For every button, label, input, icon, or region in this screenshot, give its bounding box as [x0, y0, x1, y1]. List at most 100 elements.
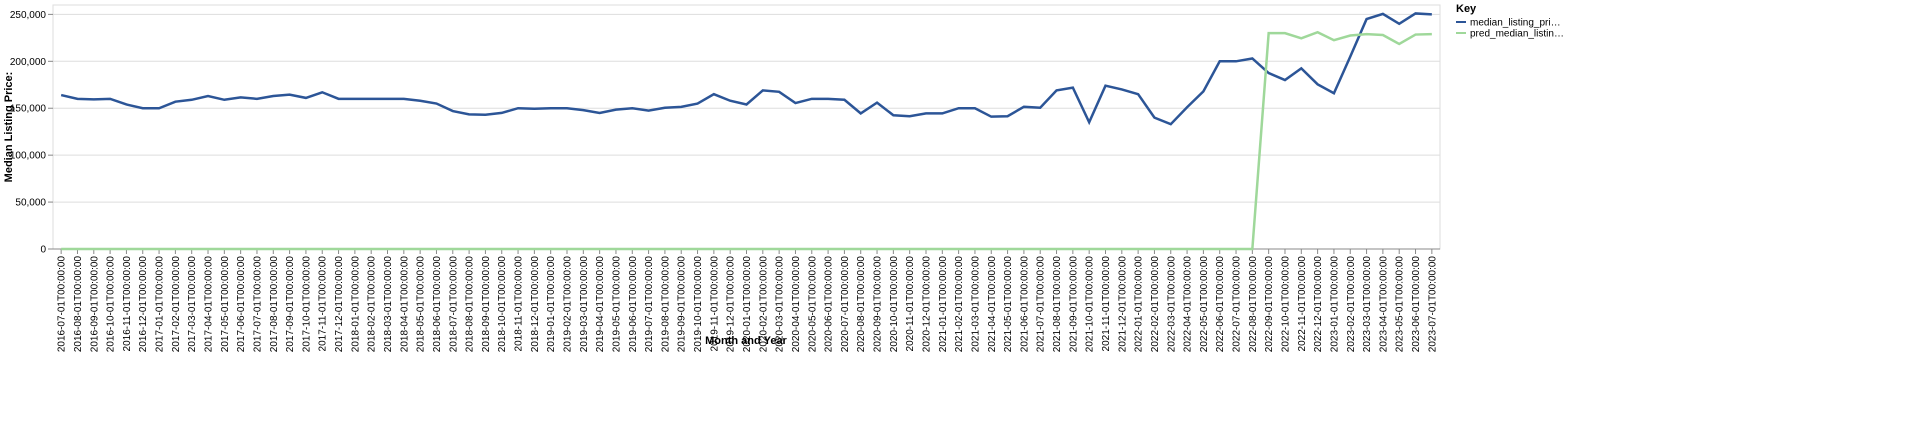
x-tick-label: 2018-01-01T00:00:00: [350, 256, 361, 353]
x-tick-label: 2018-02-01T00:00:00: [367, 256, 378, 353]
x-tick-label: 2023-06-01T00:00:00: [1411, 256, 1422, 353]
x-tick-label: 2018-03-01T00:00:00: [383, 256, 394, 353]
x-tick-label: 2019-12-01T00:00:00: [726, 256, 737, 353]
x-tick-label: 2022-04-01T00:00:00: [1183, 256, 1194, 353]
x-tick-label: 2018-10-01T00:00:00: [497, 256, 508, 353]
y-tick-label: 50,000: [15, 198, 46, 209]
x-tick-label: 2020-10-01T00:00:00: [889, 256, 900, 353]
x-tick-label: 2019-07-01T00:00:00: [644, 256, 655, 353]
x-tick-label: 2020-01-01T00:00:00: [742, 256, 753, 353]
x-tick-label: 2023-03-01T00:00:00: [1362, 256, 1373, 353]
x-axis-title: Month and Year: [705, 335, 787, 347]
plot-frame: [52, 4, 1441, 250]
x-tick-label: 2019-01-01T00:00:00: [546, 256, 557, 353]
x-tick-label: 2020-06-01T00:00:00: [824, 256, 835, 353]
x-tick-label: 2023-02-01T00:00:00: [1346, 256, 1357, 353]
x-tick-label: 2016-08-01T00:00:00: [73, 256, 84, 353]
x-tick-label: 2021-01-01T00:00:00: [938, 256, 949, 353]
x-tick-label: 2021-08-01T00:00:00: [1052, 256, 1063, 353]
x-tick-label: 2021-03-01T00:00:00: [970, 256, 981, 353]
x-tick-label: 2016-09-01T00:00:00: [89, 256, 100, 353]
x-tick-label: 2022-08-01T00:00:00: [1248, 256, 1259, 353]
x-tick-label: 2019-09-01T00:00:00: [677, 256, 688, 353]
x-tick-label: 2018-04-01T00:00:00: [399, 256, 410, 353]
x-tick-label: 2017-04-01T00:00:00: [204, 256, 215, 353]
x-tick-label: 2017-09-01T00:00:00: [285, 256, 296, 353]
x-tick-label: 2018-11-01T00:00:00: [514, 256, 525, 352]
x-tick-label: 2020-08-01T00:00:00: [856, 256, 867, 353]
y-tick-label: 250,000: [10, 10, 47, 21]
x-tick-label: 2022-10-01T00:00:00: [1280, 256, 1291, 353]
x-tick-label: 2022-02-01T00:00:00: [1150, 256, 1161, 353]
x-tick-label: 2019-06-01T00:00:00: [628, 256, 639, 353]
x-tick-label: 2016-12-01T00:00:00: [138, 256, 149, 353]
x-tick-label: 2023-05-01T00:00:00: [1395, 256, 1406, 353]
x-tick-label: 2019-05-01T00:00:00: [611, 256, 622, 353]
legend-label: median_listing_pri…: [1470, 18, 1561, 29]
x-tick-label: 2020-07-01T00:00:00: [840, 256, 851, 353]
x-tick-label: 2017-10-01T00:00:00: [301, 256, 312, 353]
x-tick-label: 2023-07-01T00:00:00: [1427, 256, 1438, 353]
x-tick-label: 2021-07-01T00:00:00: [1036, 256, 1047, 353]
x-tick-label: 2022-11-01T00:00:00: [1297, 256, 1308, 352]
x-tick-label: 2019-11-01T00:00:00: [709, 256, 720, 352]
x-tick-label: 2019-08-01T00:00:00: [660, 256, 671, 353]
x-tick-label: 2018-06-01T00:00:00: [432, 256, 443, 353]
x-tick-label: 2018-07-01T00:00:00: [448, 256, 459, 353]
x-tick-label: 2020-12-01T00:00:00: [921, 256, 932, 353]
x-tick-label: 2017-08-01T00:00:00: [269, 256, 280, 353]
x-tick-label: 2018-12-01T00:00:00: [530, 256, 541, 353]
x-tick-label: 2019-10-01T00:00:00: [693, 256, 704, 353]
x-tick-label: 2018-09-01T00:00:00: [481, 256, 492, 353]
x-tick-label: 2021-12-01T00:00:00: [1117, 256, 1128, 353]
y-tick-label: 150,000: [10, 104, 47, 115]
x-tick-label: 2016-07-01T00:00:00: [57, 256, 68, 353]
x-tick-label: 2021-10-01T00:00:00: [1085, 256, 1096, 353]
x-tick-label: 2020-11-01T00:00:00: [905, 256, 916, 352]
x-tick-label: 2022-01-01T00:00:00: [1134, 256, 1145, 353]
x-tick-label: 2019-03-01T00:00:00: [579, 256, 590, 353]
y-tick-label: 200,000: [10, 57, 47, 68]
legend-label: pred_median_listin…: [1470, 29, 1564, 40]
x-tick-label: 2022-09-01T00:00:00: [1264, 256, 1275, 353]
x-tick-label: 2021-05-01T00:00:00: [1003, 256, 1014, 353]
x-tick-label: 2019-02-01T00:00:00: [563, 256, 574, 353]
series-line: [60, 12, 1432, 126]
x-tick-label: 2021-04-01T00:00:00: [987, 256, 998, 353]
x-tick-label: 2021-11-01T00:00:00: [1101, 256, 1112, 352]
x-tick-label: 2020-09-01T00:00:00: [873, 256, 884, 353]
x-tick-label: 2020-03-01T00:00:00: [775, 256, 786, 353]
x-tick-label: 2022-05-01T00:00:00: [1199, 256, 1210, 353]
legend-title: Key: [1456, 3, 1477, 15]
x-tick-label: 2018-05-01T00:00:00: [416, 256, 427, 353]
x-tick-label: 2022-06-01T00:00:00: [1215, 256, 1226, 353]
x-tick-label: 2016-11-01T00:00:00: [122, 256, 133, 352]
x-tick-label: 2017-11-01T00:00:00: [318, 256, 329, 352]
x-tick-label: 2020-02-01T00:00:00: [758, 256, 769, 353]
x-tick-label: 2022-12-01T00:00:00: [1313, 256, 1324, 353]
x-tick-label: 2017-05-01T00:00:00: [220, 256, 231, 353]
x-tick-label: 2022-03-01T00:00:00: [1166, 256, 1177, 353]
x-tick-label: 2022-07-01T00:00:00: [1232, 256, 1243, 353]
x-tick-label: 2019-04-01T00:00:00: [595, 256, 606, 353]
x-tick-label: 2020-04-01T00:00:00: [791, 256, 802, 353]
series-line: [61, 30, 1432, 251]
x-tick-label: 2017-01-01T00:00:00: [155, 256, 166, 353]
y-tick-label: 100,000: [10, 151, 47, 162]
x-tick-label: 2016-10-01T00:00:00: [106, 256, 117, 353]
x-tick-label: 2018-08-01T00:00:00: [465, 256, 476, 353]
x-tick-label: 2021-09-01T00:00:00: [1068, 256, 1079, 353]
x-tick-label: 2023-01-01T00:00:00: [1329, 256, 1340, 353]
y-tick-label: 0: [40, 245, 46, 256]
x-tick-label: 2023-04-01T00:00:00: [1378, 256, 1389, 353]
y-axis-title: Median Listing Price:: [3, 72, 15, 183]
x-tick-label: 2017-12-01T00:00:00: [334, 256, 345, 353]
x-tick-label: 2020-05-01T00:00:00: [807, 256, 818, 353]
x-tick-label: 2017-07-01T00:00:00: [252, 256, 263, 353]
x-tick-label: 2021-06-01T00:00:00: [1019, 256, 1030, 353]
x-tick-label: 2017-03-01T00:00:00: [187, 256, 198, 353]
x-tick-label: 2017-06-01T00:00:00: [236, 256, 247, 353]
x-tick-label: 2017-02-01T00:00:00: [171, 256, 182, 353]
